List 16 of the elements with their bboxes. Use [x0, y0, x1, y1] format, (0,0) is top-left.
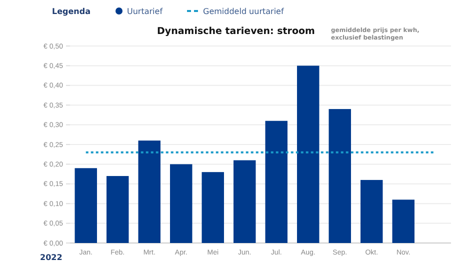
- legend-label: Gemiddeld uurtarief: [203, 7, 284, 16]
- bar: [328, 109, 351, 243]
- bar: [74, 168, 97, 243]
- text: 2022: [40, 253, 62, 262]
- bar: [170, 164, 192, 243]
- bar: [234, 160, 256, 243]
- legend-title: Legenda: [52, 7, 90, 16]
- bar: [138, 140, 160, 243]
- bar: [360, 180, 383, 243]
- bar: [297, 66, 320, 243]
- bar: [202, 172, 224, 243]
- bar: [392, 200, 414, 243]
- bar: [106, 176, 129, 243]
- legend-label: Uurtarief: [127, 7, 163, 16]
- chart-title: Dynamische tarieven: stroom: [157, 26, 316, 37]
- bar: [265, 120, 288, 243]
